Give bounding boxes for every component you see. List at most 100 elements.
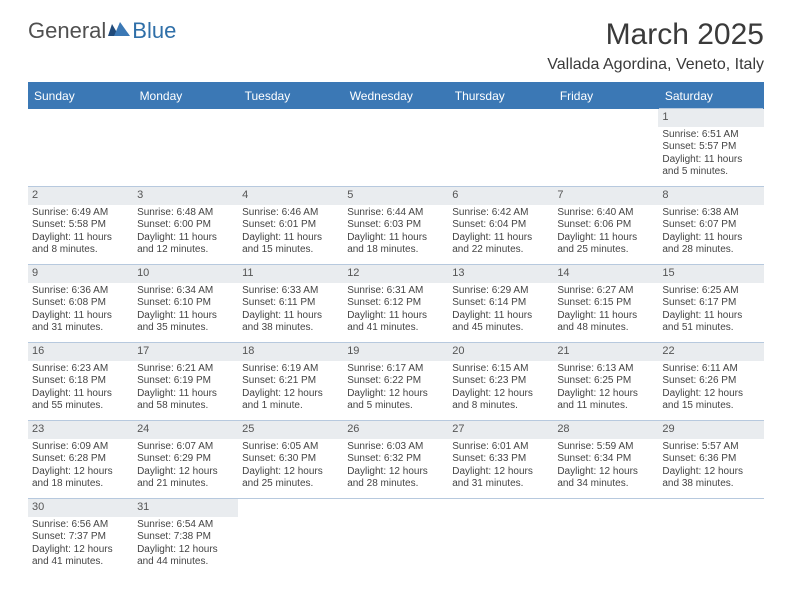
sunrise-text: Sunrise: 6:56 AM (32, 519, 129, 532)
calendar-cell: 4Sunrise: 6:46 AMSunset: 6:01 PMDaylight… (238, 187, 343, 265)
calendar-cell: 15 Sunrise: 6:25 AMSunset: 6:17 PMDayligh… (658, 265, 763, 343)
sunrise-text: Sunrise: 6:46 AM (242, 207, 339, 220)
sunset-text: Sunset: 6:06 PM (557, 219, 654, 232)
sunset-text: Sunset: 6:18 PM (32, 375, 129, 388)
sunrise-text: Sunrise: 6:38 AM (662, 207, 759, 220)
sunset-text: Sunset: 6:25 PM (557, 375, 654, 388)
sunset-text: Sunset: 6:14 PM (452, 297, 549, 310)
weekday-header: Sunday (28, 84, 133, 109)
day-number: 1 (658, 109, 763, 127)
day-number: 23 (28, 421, 133, 439)
calendar-cell: 1Sunrise: 6:51 AMSunset: 5:57 PMDaylight… (658, 109, 763, 187)
calendar-header-row: Sunday Monday Tuesday Wednesday Thursday… (28, 84, 764, 109)
daylight-text: Daylight: 11 hours and 41 minutes. (347, 310, 444, 335)
calendar-cell: 17Sunrise: 6:21 AMSunset: 6:19 PMDayligh… (133, 343, 238, 421)
daylight-text: Daylight: 12 hours and 41 minutes. (32, 544, 129, 569)
sunrise-text: Sunrise: 6:25 AM (662, 285, 759, 298)
title-block: March 2025 Vallada Agordina, Veneto, Ita… (547, 18, 764, 74)
sunset-text: Sunset: 6:19 PM (137, 375, 234, 388)
day-number: 9 (28, 265, 133, 283)
weekday-header: Saturday (658, 84, 763, 109)
location: Vallada Agordina, Veneto, Italy (547, 56, 764, 74)
daylight-text: Daylight: 11 hours and 55 minutes. (32, 388, 129, 413)
sunset-text: Sunset: 6:00 PM (137, 219, 234, 232)
calendar-row: 9Sunrise: 6:36 AMSunset: 6:08 PMDaylight… (28, 265, 764, 343)
sunrise-text: Sunrise: 6:13 AM (557, 363, 654, 376)
calendar-cell: 23Sunrise: 6:09 AMSunset: 6:28 PMDayligh… (28, 421, 133, 499)
daylight-text: Daylight: 12 hours and 28 minutes. (347, 466, 444, 491)
sunset-text: Sunset: 6:17 PM (662, 297, 759, 310)
header: General Blue March 2025 Vallada Agordina… (0, 0, 792, 82)
day-number: 25 (238, 421, 343, 439)
daylight-text: Daylight: 12 hours and 31 minutes. (452, 466, 549, 491)
logo-text-general: General (28, 18, 106, 44)
day-number: 6 (448, 187, 553, 205)
daylight-text: Daylight: 11 hours and 51 minutes. (662, 310, 759, 335)
sunset-text: Sunset: 6:33 PM (452, 453, 549, 466)
daylight-text: Daylight: 11 hours and 8 minutes. (32, 232, 129, 257)
calendar-cell: 31Sunrise: 6:54 AMSunset: 7:38 PMDayligh… (133, 499, 238, 577)
daylight-text: Daylight: 12 hours and 8 minutes. (452, 388, 549, 413)
day-number: 13 (448, 265, 553, 283)
day-number: 30 (28, 499, 133, 517)
calendar-cell: 5 Sunrise: 6:44 AMSunset: 6:03 PMDaylight… (343, 187, 448, 265)
day-number: 7 (553, 187, 658, 205)
sunrise-text: Sunrise: 6:54 AM (137, 519, 234, 532)
sunrise-text: Sunrise: 6:03 AM (347, 441, 444, 454)
day-number: 31 (133, 499, 238, 517)
daylight-text: Daylight: 11 hours and 12 minutes. (137, 232, 234, 257)
calendar-cell: 30Sunrise: 6:56 AMSunset: 7:37 PMDayligh… (28, 499, 133, 577)
day-number: 20 (448, 343, 553, 361)
day-number: 5 (343, 187, 448, 205)
day-number: 2 (28, 187, 133, 205)
sunset-text: Sunset: 6:03 PM (347, 219, 444, 232)
sunrise-text: Sunrise: 6:19 AM (242, 363, 339, 376)
sunset-text: Sunset: 6:28 PM (32, 453, 129, 466)
calendar-row: 23Sunrise: 6:09 AMSunset: 6:28 PMDayligh… (28, 421, 764, 499)
daylight-text: Daylight: 11 hours and 45 minutes. (452, 310, 549, 335)
sunrise-text: Sunrise: 6:15 AM (452, 363, 549, 376)
sunset-text: Sunset: 6:26 PM (662, 375, 759, 388)
daylight-text: Daylight: 11 hours and 18 minutes. (347, 232, 444, 257)
sunset-text: Sunset: 6:32 PM (347, 453, 444, 466)
sunrise-text: Sunrise: 6:48 AM (137, 207, 234, 220)
sunset-text: Sunset: 6:07 PM (662, 219, 759, 232)
daylight-text: Daylight: 11 hours and 15 minutes. (242, 232, 339, 257)
day-number: 18 (238, 343, 343, 361)
day-number: 26 (343, 421, 448, 439)
calendar-cell: 9Sunrise: 6:36 AMSunset: 6:08 PMDaylight… (28, 265, 133, 343)
weekday-header: Tuesday (238, 84, 343, 109)
sunrise-text: Sunrise: 6:29 AM (452, 285, 549, 298)
day-number: 22 (658, 343, 763, 361)
daylight-text: Daylight: 12 hours and 25 minutes. (242, 466, 339, 491)
calendar-cell: 22 Sunrise: 6:11 AMSunset: 6:26 PMDayligh… (658, 343, 763, 421)
day-number: 4 (238, 187, 343, 205)
sunrise-text: Sunrise: 6:42 AM (452, 207, 549, 220)
daylight-text: Daylight: 12 hours and 44 minutes. (137, 544, 234, 569)
calendar-cell: 24Sunrise: 6:07 AMSunset: 6:29 PMDayligh… (133, 421, 238, 499)
calendar-cell: 27Sunrise: 6:01 AMSunset: 6:33 PMDayligh… (448, 421, 553, 499)
daylight-text: Daylight: 11 hours and 38 minutes. (242, 310, 339, 335)
daylight-text: Daylight: 12 hours and 5 minutes. (347, 388, 444, 413)
sunrise-text: Sunrise: 6:07 AM (137, 441, 234, 454)
sunrise-text: Sunrise: 6:11 AM (662, 363, 759, 376)
sunrise-text: Sunrise: 6:17 AM (347, 363, 444, 376)
sunrise-text: Sunrise: 6:44 AM (347, 207, 444, 220)
daylight-text: Daylight: 12 hours and 15 minutes. (662, 388, 759, 413)
calendar-row: 2Sunrise: 6:49 AMSunset: 5:58 PMDaylight… (28, 187, 764, 265)
day-number: 11 (238, 265, 343, 283)
calendar-cell: 16Sunrise: 6:23 AMSunset: 6:18 PMDayligh… (28, 343, 133, 421)
day-number: 19 (343, 343, 448, 361)
sunset-text: Sunset: 6:21 PM (242, 375, 339, 388)
daylight-text: Daylight: 11 hours and 28 minutes. (662, 232, 759, 257)
weekday-header: Monday (133, 84, 238, 109)
sunrise-text: Sunrise: 6:27 AM (557, 285, 654, 298)
daylight-text: Daylight: 11 hours and 31 minutes. (32, 310, 129, 335)
calendar-cell: 26 Sunrise: 6:03 AMSunset: 6:32 PMDayligh… (343, 421, 448, 499)
day-number: 15 (658, 265, 763, 283)
calendar-cell: 11Sunrise: 6:33 AMSunset: 6:11 PMDayligh… (238, 265, 343, 343)
daylight-text: Daylight: 11 hours and 25 minutes. (557, 232, 654, 257)
daylight-text: Daylight: 12 hours and 11 minutes. (557, 388, 654, 413)
weekday-header: Thursday (448, 84, 553, 109)
calendar-cell (28, 109, 133, 187)
